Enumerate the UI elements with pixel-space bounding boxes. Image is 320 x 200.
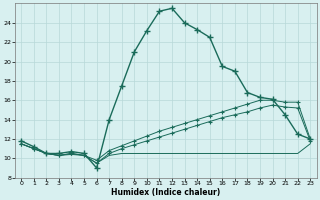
X-axis label: Humidex (Indice chaleur): Humidex (Indice chaleur) — [111, 188, 220, 197]
